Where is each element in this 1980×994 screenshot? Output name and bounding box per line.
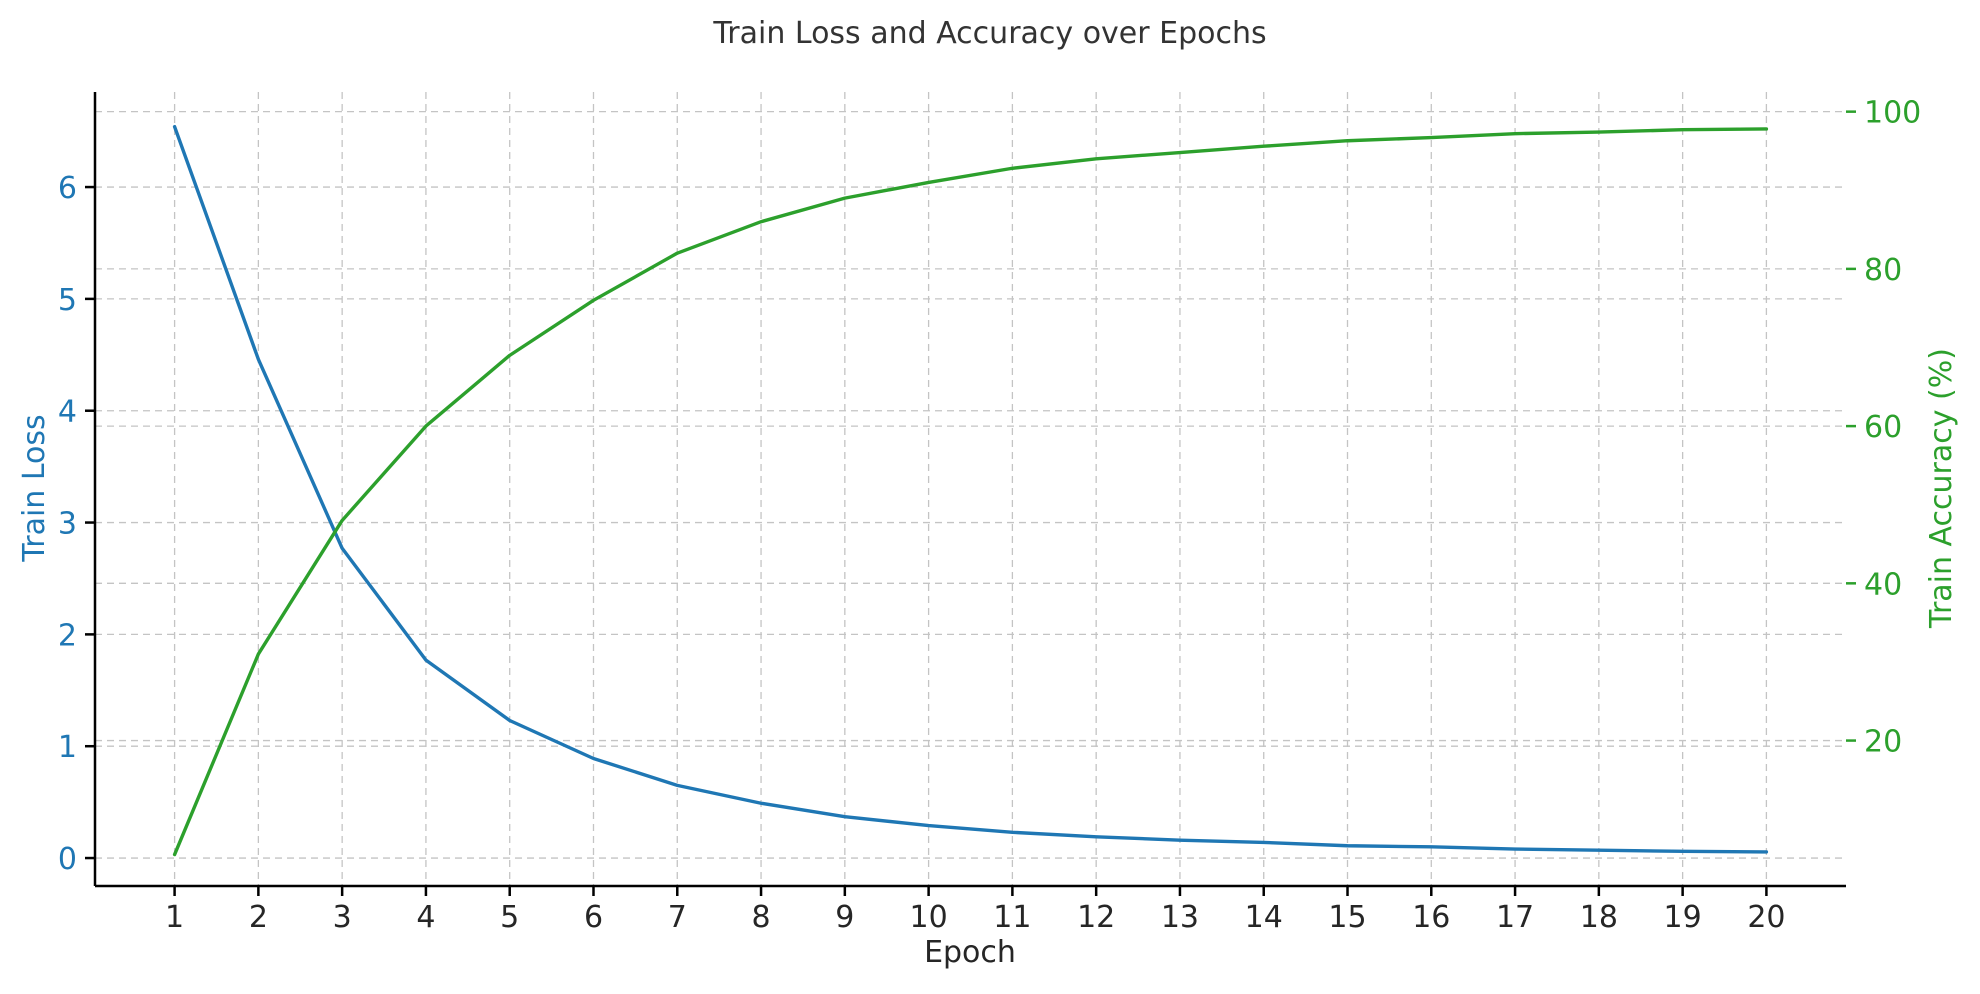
right-y-tick-label: 20 bbox=[1864, 725, 1902, 760]
x-tick-label: 15 bbox=[1328, 900, 1366, 935]
right-y-tick-label: 60 bbox=[1864, 410, 1902, 445]
left-y-tick-label: 4 bbox=[58, 395, 77, 430]
left-y-tick-label: 2 bbox=[58, 618, 77, 653]
x-tick-label: 3 bbox=[333, 900, 352, 935]
left-y-tick-label: 3 bbox=[58, 507, 77, 542]
train-loss-line bbox=[172, 124, 1769, 854]
x-tick-label: 8 bbox=[752, 900, 771, 935]
x-tick-label: 17 bbox=[1496, 900, 1534, 935]
x-tick-label: 20 bbox=[1747, 900, 1785, 935]
x-tick-label: 5 bbox=[500, 900, 519, 935]
x-tick-label: 12 bbox=[1077, 900, 1115, 935]
left-y-tick-label: 6 bbox=[58, 171, 77, 206]
x-tick-label: 1 bbox=[165, 900, 184, 935]
x-tick-label: 4 bbox=[416, 900, 435, 935]
left-y-axis-title: Train Loss bbox=[17, 414, 52, 562]
right-y-tick-label: 100 bbox=[1864, 96, 1921, 131]
right-y-tick-label: 40 bbox=[1864, 567, 1902, 602]
x-tick-label: 19 bbox=[1664, 900, 1702, 935]
x-tick-label: 14 bbox=[1245, 900, 1283, 935]
x-tick-label: 7 bbox=[668, 900, 687, 935]
left-y-tick-label: 5 bbox=[58, 283, 77, 318]
x-axis-title: Epoch bbox=[924, 935, 1016, 970]
chart-title: Train Loss and Accuracy over Epochs bbox=[712, 16, 1266, 51]
x-tick-label: 10 bbox=[910, 900, 948, 935]
x-tick-label: 2 bbox=[249, 900, 268, 935]
right-y-tick-label: 80 bbox=[1864, 253, 1902, 288]
x-tick-label: 13 bbox=[1161, 900, 1199, 935]
left-y-tick-label: 0 bbox=[58, 842, 77, 877]
right-y-axis-title: Train Accuracy (%) bbox=[1924, 348, 1959, 629]
left-y-tick-label: 1 bbox=[58, 730, 77, 765]
x-tick-label: 6 bbox=[584, 900, 603, 935]
x-tick-label: 16 bbox=[1412, 900, 1450, 935]
x-tick-label: 18 bbox=[1580, 900, 1618, 935]
train-accuracy-line bbox=[172, 127, 1769, 857]
x-tick-label: 9 bbox=[835, 900, 854, 935]
x-tick-label: 11 bbox=[993, 900, 1031, 935]
